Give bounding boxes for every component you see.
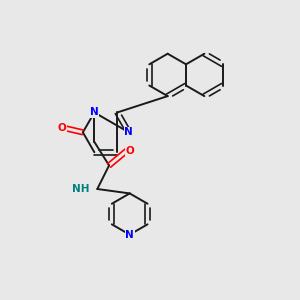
Text: N: N	[90, 107, 99, 117]
Text: NH: NH	[72, 184, 90, 194]
Text: N: N	[125, 230, 134, 240]
Text: O: O	[126, 146, 135, 156]
Text: N: N	[124, 127, 133, 137]
Text: O: O	[58, 123, 67, 133]
